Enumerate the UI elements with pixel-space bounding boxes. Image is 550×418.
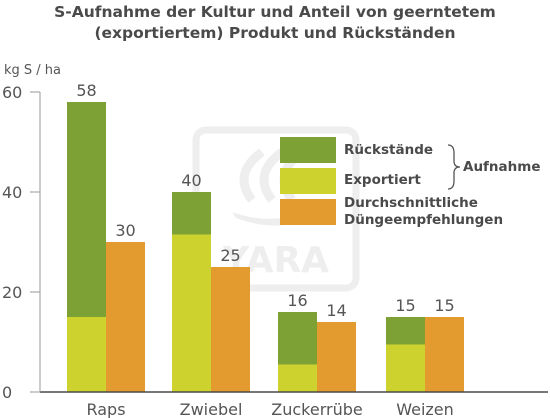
bar-exported <box>67 317 106 392</box>
data-label-uptake: 40 <box>181 171 201 190</box>
y-tick-label: 60 <box>2 83 22 102</box>
data-label-uptake: 16 <box>287 291 307 310</box>
legend-brace-icon <box>447 144 461 190</box>
bar-recommendation <box>317 322 356 392</box>
y-tick-label: 0 <box>2 383 12 402</box>
legend-label-residues: Rückstände <box>344 142 433 158</box>
data-label-uptake: 58 <box>76 81 96 100</box>
bar-exported <box>386 344 425 392</box>
y-tick-label: 20 <box>2 283 22 302</box>
bar-recommendation <box>211 267 250 392</box>
data-label-recommendation: 15 <box>434 296 454 315</box>
bar-residues <box>67 102 106 317</box>
data-label-recommendation: 30 <box>115 221 135 240</box>
bar-exported <box>278 364 317 392</box>
bar-exported <box>172 234 211 392</box>
legend-swatch-recommendation <box>280 199 336 225</box>
bar-recommendation <box>106 242 145 392</box>
x-category-label: Zuckerrübe <box>271 400 362 418</box>
data-label-recommendation: 14 <box>326 301 346 320</box>
legend-label-recommendation-1: Durchschnittliche <box>344 195 478 211</box>
data-label-uptake: 15 <box>395 296 415 315</box>
bar-residues <box>278 312 317 365</box>
legend-swatch-exported <box>280 168 336 194</box>
data-label-recommendation: 25 <box>220 246 240 265</box>
bar-residues <box>386 317 425 345</box>
legend-label-uptake: Aufnahme <box>463 159 541 175</box>
bar-residues <box>172 192 211 235</box>
legend-swatch-residues <box>280 137 336 163</box>
y-axis-label: kg S / ha <box>4 63 61 78</box>
yara-watermark-logo: YARA <box>192 126 360 292</box>
legend-label-exported: Exportiert <box>344 172 421 188</box>
y-tick-label: 40 <box>2 183 22 202</box>
legend-label-recommendation-2: Düngeempfehlungen <box>344 212 503 228</box>
x-category-label: Weizen <box>396 400 454 418</box>
x-category-label: Zwiebel <box>180 400 243 418</box>
x-category-label: Raps <box>86 400 125 418</box>
chart-title-line-2: (exportiertem) Produkt und Rückständen <box>94 24 456 42</box>
chart-title-line-1: S-Aufnahme der Kultur und Anteil von gee… <box>54 3 496 21</box>
bar-recommendation <box>425 317 464 392</box>
legend: Rückstände Exportiert Durchschnittliche … <box>280 137 541 228</box>
